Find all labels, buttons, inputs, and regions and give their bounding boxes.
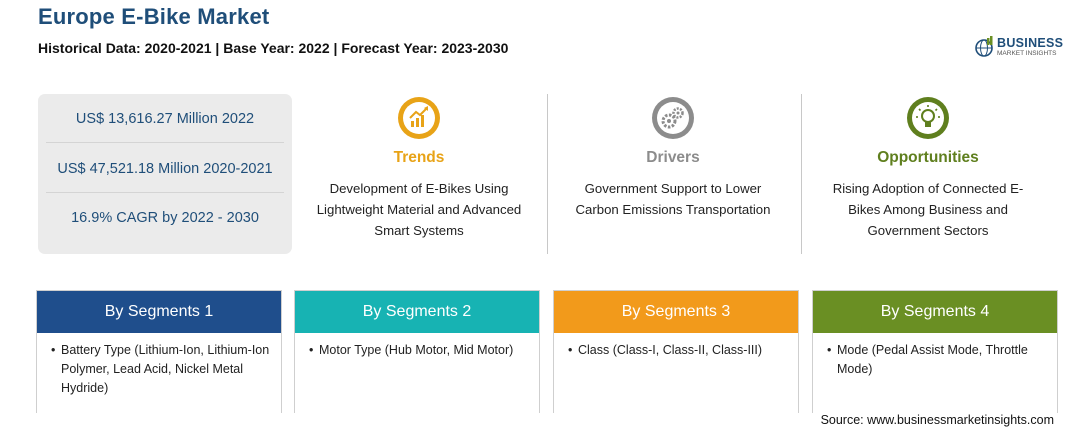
drivers-column: Drivers Government Support to Lower Carb… [553,94,793,254]
opportunities-text: Rising Adoption of Connected E- Bikes Am… [816,178,1040,241]
drivers-heading: Drivers [646,149,700,166]
opportunities-heading: Opportunities [877,149,979,166]
segment-1-item: Battery Type (Lithium-Ion, Lithium-Ion P… [51,341,271,398]
stat-divider [46,142,284,143]
page-title: Europe E-Bike Market [38,4,270,29]
segment-2-item: Motor Type (Hub Motor, Mid Motor) [309,341,529,360]
segment-4-item: Mode (Pedal Assist Mode, Throttle Mode) [827,341,1047,379]
lightbulb-icon [906,96,950,140]
stat-cagr: 16.9% CAGR by 2022 - 2030 [71,210,259,226]
opportunities-line: Bikes Among Business and [848,202,1008,217]
drivers-line: Carbon Emissions Transportation [575,202,771,217]
business-market-insights-logo: BUSINESS MARKET INSIGHTS [974,35,1074,59]
stat-market-size-historical: US$ 47,521.18 Million 2020-2021 [57,161,273,177]
segment-3-item: Class (Class-I, Class-II, Class-III) [568,341,788,360]
segment-card-2: By Segments 2 Motor Type (Hub Motor, Mid… [294,290,540,413]
logo-sub-text: MARKET INSIGHTS [997,49,1057,57]
opportunities-line: Government Sectors [867,223,989,238]
drivers-text: Government Support to Lower Carbon Emiss… [561,178,785,220]
page-subtitle: Historical Data: 2020-2021 | Base Year: … [38,40,509,56]
segment-1-title: By Segments 1 [37,291,281,333]
segment-4-title: By Segments 4 [813,291,1057,333]
logo-main-text: BUSINESS [997,36,1064,50]
segment-card-1: By Segments 1 Battery Type (Lithium-Ion,… [36,290,282,413]
segment-3-title: By Segments 3 [554,291,798,333]
stat-market-size-2022: US$ 13,616.27 Million 2022 [75,111,255,127]
trends-text: Development of E-Bikes Using Lightweight… [307,178,531,241]
drivers-line: Government Support to Lower [584,181,762,196]
trends-heading: Trends [393,149,445,166]
source-credit: Source: www.businessmarketinsights.com [820,413,1054,427]
logo-globe-icon [975,36,993,57]
opportunities-column: Opportunities Rising Adoption of Connect… [808,94,1048,254]
segment-2-title: By Segments 2 [295,291,539,333]
gears-icon [651,96,695,140]
trends-column: Trends Development of E-Bikes Using Ligh… [299,94,539,254]
trends-line: Development of E-Bikes Using [329,181,509,196]
column-divider [801,94,802,254]
column-divider [547,94,548,254]
stat-divider [46,192,284,193]
market-stats-box: US$ 13,616.27 Million 2022 US$ 47,521.18… [38,94,292,254]
segment-card-4: By Segments 4 Mode (Pedal Assist Mode, T… [812,290,1058,413]
trends-line: Lightweight Material and Advanced [316,202,522,217]
trends-line: Smart Systems [374,223,464,238]
segment-card-3: By Segments 3 Class (Class-I, Class-II, … [553,290,799,413]
opportunities-line: Rising Adoption of Connected E- [832,181,1024,196]
trend-chart-icon [397,96,441,140]
